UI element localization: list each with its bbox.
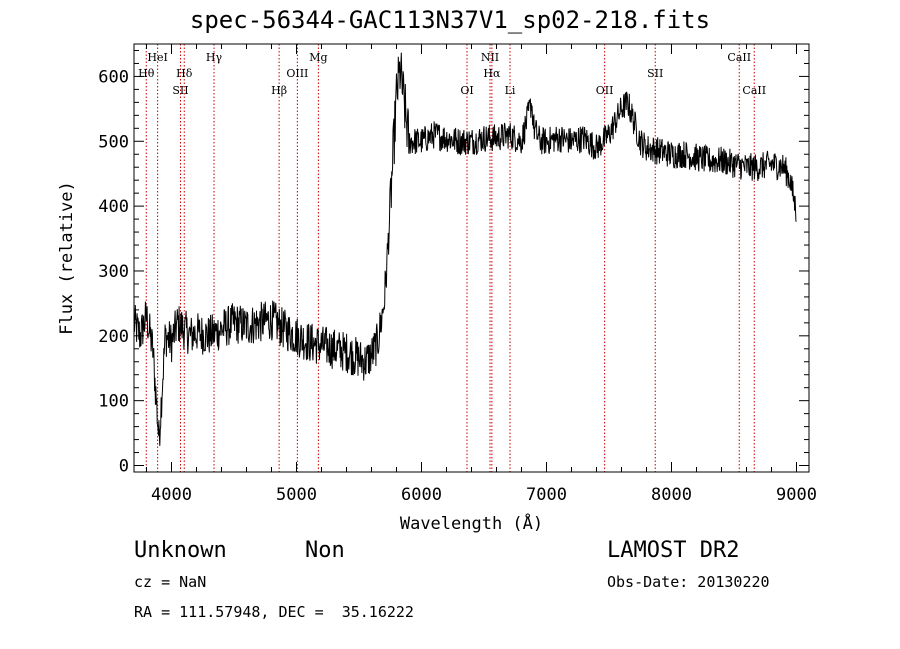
spectral-line-label: SII	[172, 84, 188, 97]
spectral-line-label: Hγ	[206, 51, 223, 64]
y-tick-label: 0	[119, 457, 129, 477]
observation-date: Obs-Date: 20130220	[607, 573, 770, 591]
spectral-line-label: Li	[505, 84, 516, 97]
spectral-line-label: OIII	[286, 67, 308, 80]
spectral-line-label: SII	[647, 67, 663, 80]
spectral-line-label: NII	[481, 51, 499, 64]
y-tick-label: 400	[98, 197, 129, 217]
x-axis-label: Wavelength (Å)	[400, 512, 543, 534]
y-tick-label: 100	[98, 392, 129, 412]
x-tick-label: 7000	[526, 485, 567, 505]
x-axis-ticks: 4000 5000 6000 7000 8000 9000	[146, 44, 817, 505]
spectral-line-label: Hθ	[138, 67, 155, 80]
y-tick-label: 200	[98, 327, 129, 347]
y-tick-label: 600	[98, 67, 129, 87]
object-class: Unknown	[134, 538, 227, 563]
chart-title: spec-56344-GAC113N37V1_sp02-218.fits	[189, 6, 711, 34]
spectrum-series	[133, 52, 797, 446]
x-tick-label: 5000	[276, 485, 317, 505]
spectral-line-label: Hα	[483, 67, 501, 80]
x-tick-label: 4000	[151, 485, 192, 505]
spectral-line-label: OII	[596, 84, 614, 97]
x-tick-label: 8000	[651, 485, 692, 505]
y-axis-ticks: 0 100 200 300 400 500 600	[98, 49, 809, 477]
redshift-text: cz = NaN	[134, 573, 207, 591]
y-tick-label: 500	[98, 132, 129, 152]
spectrum-line	[133, 52, 797, 446]
spectral-line-label: CaII	[727, 51, 751, 64]
coordinates-text: RA = 111.57948, DEC = 35.16222	[134, 603, 414, 621]
spectral-line-label: OI	[460, 84, 473, 97]
spectral-line-label: Hβ	[271, 84, 287, 97]
y-tick-label: 300	[98, 262, 129, 282]
x-tick-label: 9000	[776, 485, 817, 505]
spectral-line-label: HeI	[147, 51, 167, 64]
y-axis-label: Flux (relative)	[57, 181, 77, 335]
survey-name: LAMOST DR2	[607, 538, 740, 563]
spectral-line-label: Mg	[309, 51, 327, 64]
spectral-line-label: Hδ	[176, 67, 193, 80]
object-subclass: Non	[305, 538, 345, 563]
spectral-line-label: CaII	[742, 84, 766, 97]
plot-frame	[133, 43, 810, 473]
x-tick-label: 6000	[401, 485, 442, 505]
